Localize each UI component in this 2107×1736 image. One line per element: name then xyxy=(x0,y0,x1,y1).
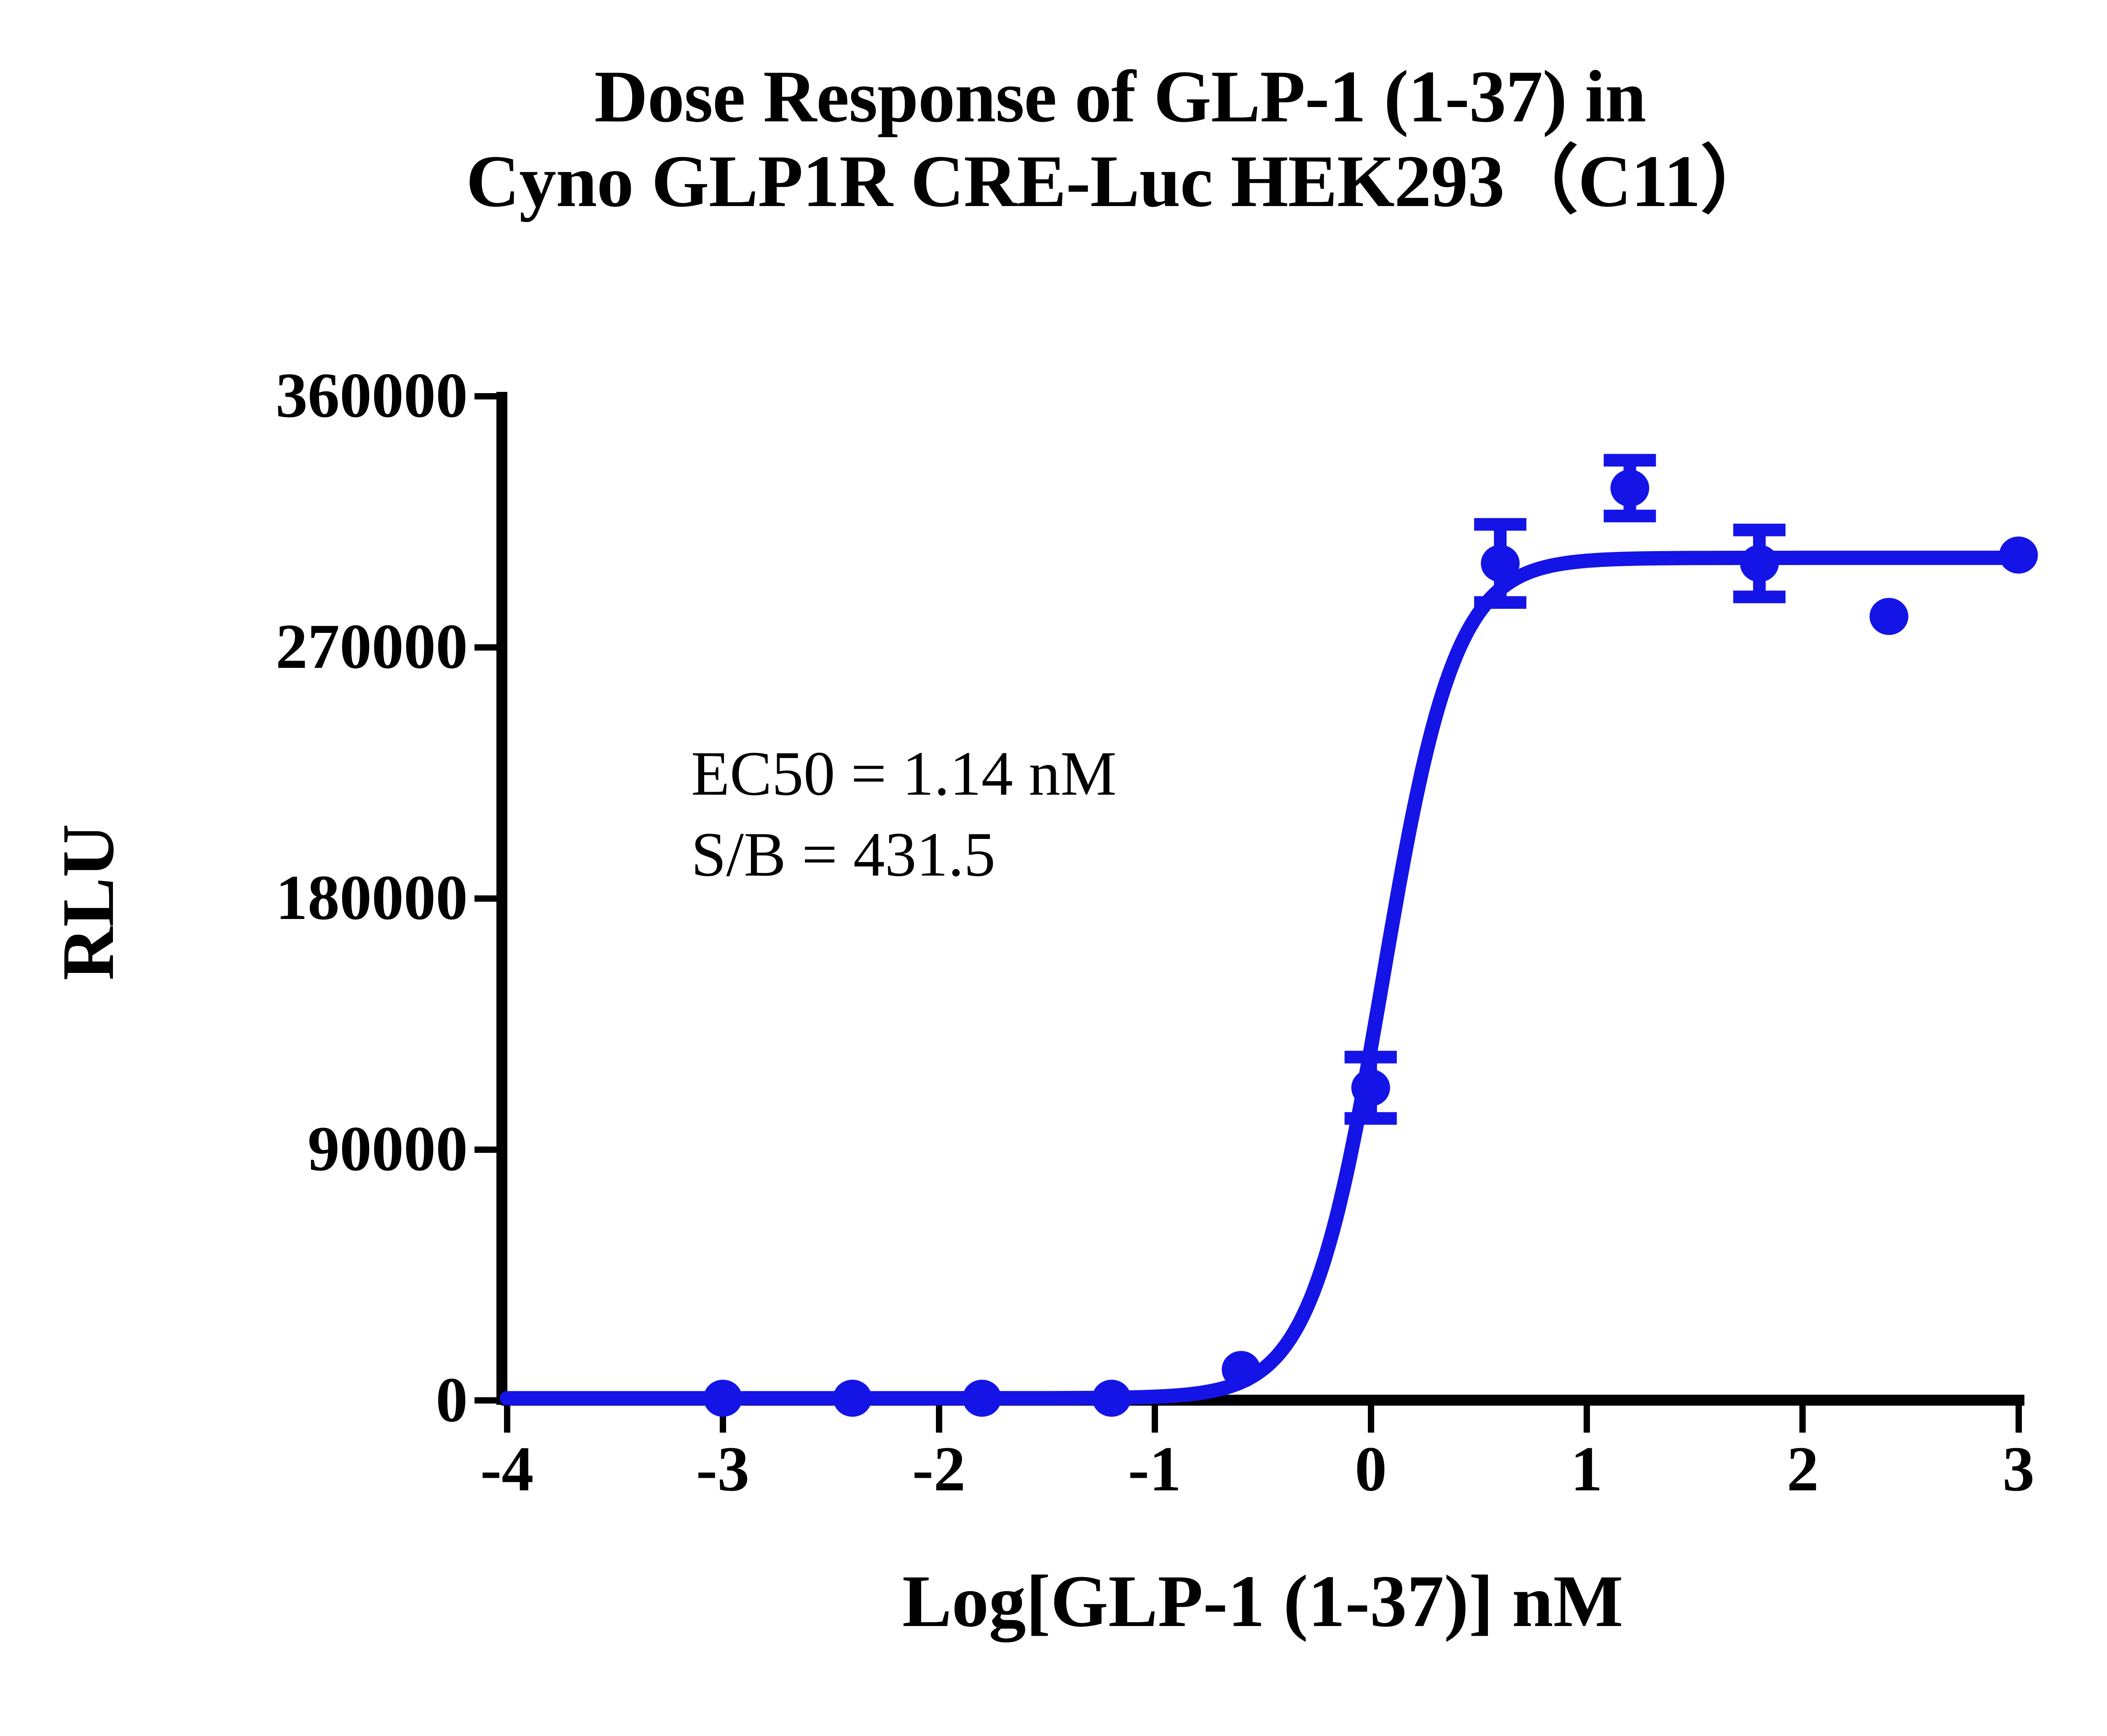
data-markers-group xyxy=(703,469,2038,1417)
sb-annotation: S/B = 431.5 xyxy=(691,820,996,889)
x-tick-2 xyxy=(1799,1406,1806,1433)
data-point-marker xyxy=(1222,1351,1261,1388)
y-tick-label-180000: 180000 xyxy=(276,862,468,933)
data-point-marker xyxy=(833,1380,872,1417)
y-tick-270000 xyxy=(474,644,496,651)
x-tick-label-1: 1 xyxy=(1571,1433,1603,1504)
x-tick-label--3: -3 xyxy=(696,1433,750,1504)
x-tick-1 xyxy=(1584,1406,1590,1433)
x-tick-label--2: -2 xyxy=(912,1433,966,1504)
data-point-marker xyxy=(962,1380,1002,1417)
chart-title: Dose Response of GLP-1 (1-37) in Cyno GL… xyxy=(0,55,2107,224)
y-tick-label-90000: 90000 xyxy=(308,1113,468,1184)
chart-title-line-1: Dose Response of GLP-1 (1-37) in xyxy=(594,56,1646,138)
x-tick-0 xyxy=(1368,1406,1374,1433)
x-tick--1 xyxy=(1152,1406,1158,1433)
data-point-marker xyxy=(1481,545,1520,582)
y-tick-0 xyxy=(474,1397,496,1404)
x-tick-label--4: -4 xyxy=(480,1433,534,1504)
data-point-marker xyxy=(1351,1069,1390,1106)
y-tick-label-270000: 270000 xyxy=(276,611,468,682)
y-tick-90000 xyxy=(474,1147,496,1153)
data-point-marker xyxy=(1092,1380,1131,1417)
chart-title-line-2: Cyno GLP1R CRE-Luc HEK293（C11） xyxy=(466,140,1775,222)
data-point-marker xyxy=(1610,469,1649,507)
x-tick-label-0: 0 xyxy=(1355,1433,1387,1504)
y-tick-label-360000: 360000 xyxy=(276,360,468,431)
x-tick-label-2: 2 xyxy=(1787,1433,1819,1504)
y-tick-label-0: 0 xyxy=(436,1364,468,1435)
x-tick-3 xyxy=(2016,1406,2022,1433)
x-tick--4 xyxy=(504,1406,510,1433)
fit-curve-group xyxy=(500,550,2026,1406)
data-point-marker xyxy=(1999,536,2038,574)
y-axis-line xyxy=(496,392,507,1405)
x-tick-label-3: 3 xyxy=(2002,1433,2035,1504)
ec50-annotation: EC50 = 1.14 nM xyxy=(691,739,1117,809)
x-tick--2 xyxy=(936,1406,942,1433)
y-tick-360000 xyxy=(474,393,496,399)
fit-annotation: EC50 = 1.14 nM S/B = 431.5 xyxy=(691,733,1117,895)
x-axis-title: Log[GLP-1 (1-37)] nM xyxy=(902,1560,1623,1642)
y-tick-180000 xyxy=(474,895,496,902)
fit-curve-path xyxy=(500,550,2026,1406)
data-point-marker xyxy=(703,1380,743,1417)
data-point-marker xyxy=(1740,545,1779,582)
data-point-marker xyxy=(1869,597,1909,635)
x-tick-label--1: -1 xyxy=(1128,1433,1182,1504)
